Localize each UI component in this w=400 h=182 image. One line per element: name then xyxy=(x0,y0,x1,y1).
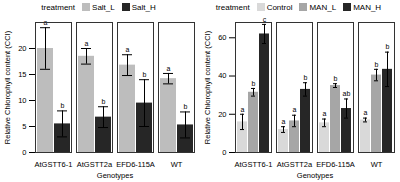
html-text:treatment: treatment xyxy=(41,2,75,12)
svg-text:WT: WT xyxy=(371,160,383,169)
svg-text:ab: ab xyxy=(343,90,351,97)
svg-text:c: c xyxy=(263,16,267,23)
svg-text:Genotypes: Genotypes xyxy=(297,171,334,180)
svg-text:b: b xyxy=(304,74,308,81)
svg-text:Relative Chlorophyll content (: Relative Chlorophyll content (CCI) xyxy=(3,30,12,144)
svg-text:b: b xyxy=(143,71,147,78)
svg-text:a: a xyxy=(126,46,130,53)
svg-text:a: a xyxy=(241,106,245,113)
svg-text:b: b xyxy=(184,103,188,110)
svg-text:0: 0 xyxy=(22,148,26,157)
svg-text:20: 20 xyxy=(18,44,26,53)
svg-text:WT: WT xyxy=(171,160,183,169)
svg-text:EFD6-115A: EFD6-115A xyxy=(316,160,355,169)
svg-text:a: a xyxy=(167,65,171,72)
html-text:Salt_H: Salt_H xyxy=(131,2,156,12)
svg-text:b: b xyxy=(386,43,390,50)
html-text:MAN_L: MAN_L xyxy=(309,2,337,12)
svg-text:a: a xyxy=(282,118,286,125)
svg-text:a: a xyxy=(43,18,48,26)
svg-text:AtGSTT2a: AtGSTT2a xyxy=(277,160,313,169)
svg-text:AtGSTT6-1: AtGSTT6-1 xyxy=(35,160,73,169)
svg-text:b: b xyxy=(102,98,106,105)
html-text:MAN_H: MAN_H xyxy=(353,2,382,12)
svg-text:40: 40 xyxy=(218,71,226,80)
svg-text:20: 20 xyxy=(218,110,226,119)
svg-text:5: 5 xyxy=(22,122,26,131)
svg-text:b: b xyxy=(334,75,338,82)
svg-text:b: b xyxy=(252,80,256,87)
svg-text:Genotypes: Genotypes xyxy=(97,171,134,180)
html-text:Salt_L: Salt_L xyxy=(92,2,115,12)
svg-text:a: a xyxy=(85,40,89,47)
html-text:treatment: treatment xyxy=(215,2,250,12)
svg-text:0: 0 xyxy=(222,148,226,157)
svg-text:b: b xyxy=(61,102,65,109)
svg-text:EFD6-115A: EFD6-115A xyxy=(116,160,155,169)
svg-text:a: a xyxy=(293,106,297,113)
svg-text:15: 15 xyxy=(18,70,26,79)
svg-text:b: b xyxy=(375,61,379,68)
svg-text:AtGSTT6-1: AtGSTT6-1 xyxy=(235,160,273,169)
svg-text:10: 10 xyxy=(18,96,26,105)
html-text:Control: Control xyxy=(266,2,293,12)
svg-text:Relative Chlorophyll content (: Relative Chlorophyll content (CCI) xyxy=(203,30,212,144)
svg-text:a: a xyxy=(364,109,368,116)
svg-text:60: 60 xyxy=(218,33,226,42)
svg-text:a: a xyxy=(323,110,327,117)
svg-text:AtGSTT2a: AtGSTT2a xyxy=(77,160,113,169)
